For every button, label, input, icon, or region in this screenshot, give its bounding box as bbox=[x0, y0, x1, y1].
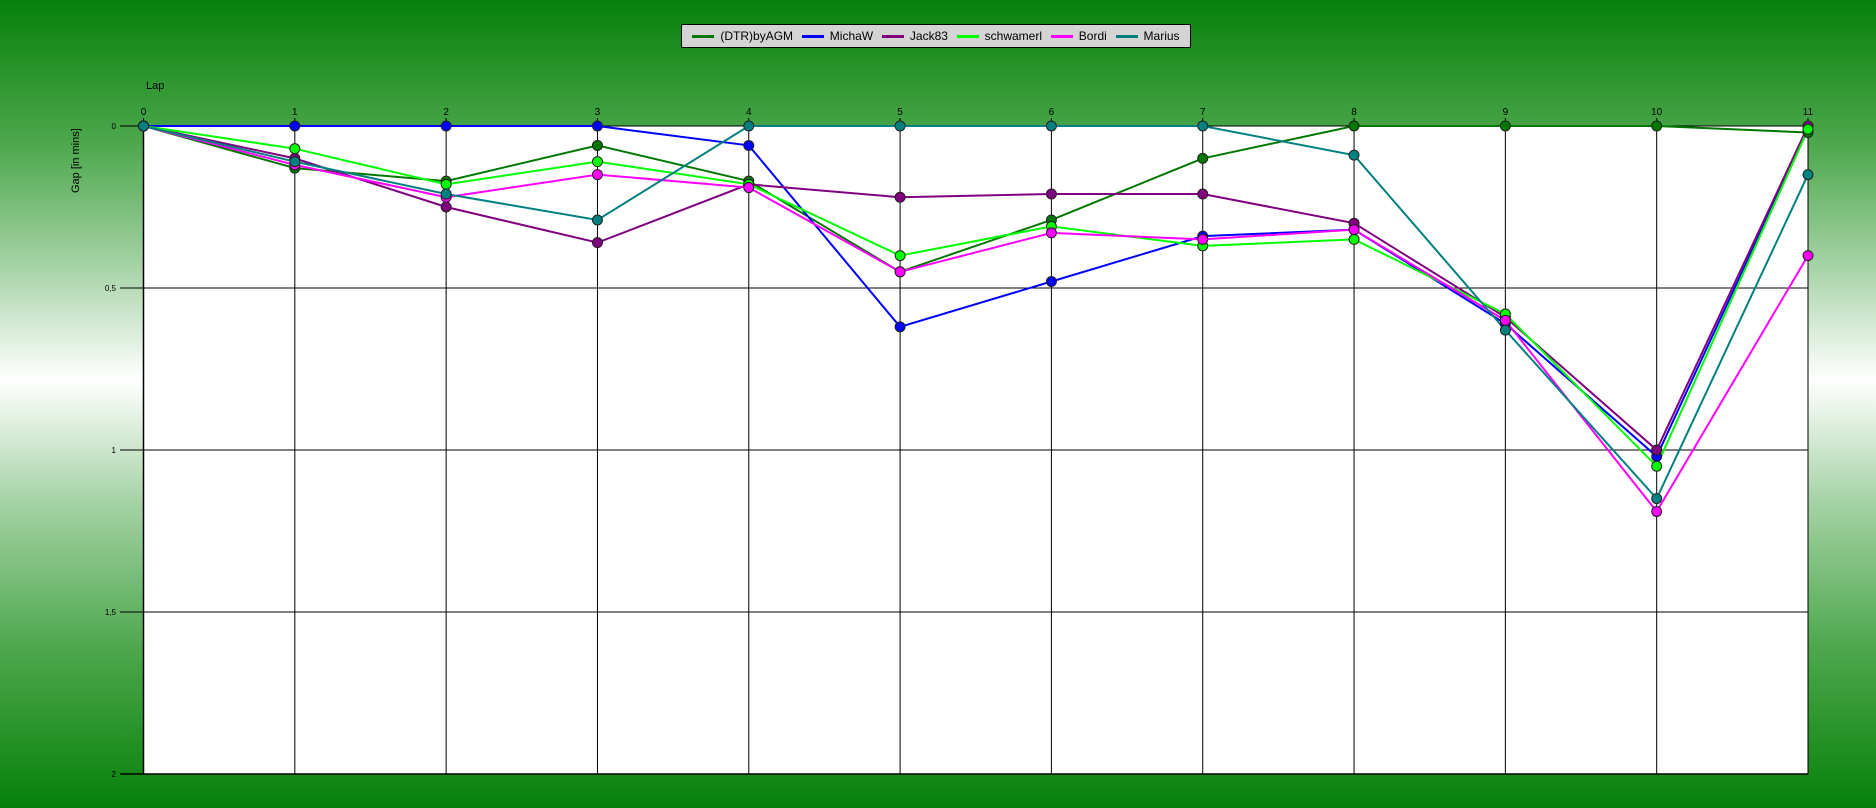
data-point bbox=[591, 156, 603, 168]
legend-label: Marius bbox=[1143, 29, 1180, 43]
data-point bbox=[1348, 233, 1360, 245]
legend: (DTR)byAGM MichaW Jack83 schwamerl Bordi Mari… bbox=[681, 24, 1191, 48]
data-point bbox=[1348, 149, 1360, 161]
x-tick-label: 5 bbox=[897, 107, 903, 118]
legend-label: Bordi bbox=[1078, 29, 1107, 43]
data-point bbox=[591, 169, 603, 181]
series-marius bbox=[143, 125, 1809, 501]
data-point bbox=[440, 188, 452, 200]
data-point bbox=[743, 120, 755, 132]
y-axis-label: Gap [in mins] bbox=[70, 128, 82, 193]
series-line bbox=[143, 125, 1809, 468]
data-point bbox=[1651, 444, 1663, 456]
series-bordi bbox=[143, 125, 1809, 514]
x-tick-label: 8 bbox=[1351, 107, 1357, 118]
data-point bbox=[1045, 188, 1057, 200]
data-point bbox=[1045, 120, 1057, 132]
data-point bbox=[894, 321, 906, 333]
legend-label: (DTR)byAGM bbox=[720, 29, 794, 43]
x-tick-label: 3 bbox=[595, 107, 601, 118]
data-point bbox=[894, 266, 906, 278]
data-point bbox=[894, 120, 906, 132]
x-tick-label: 7 bbox=[1200, 107, 1206, 118]
data-point bbox=[743, 139, 755, 151]
legend-item: schwamerl bbox=[956, 29, 1043, 43]
data-point bbox=[1651, 460, 1663, 472]
data-point bbox=[289, 156, 301, 168]
legend-label: Jack83 bbox=[909, 29, 948, 43]
series-michaw bbox=[143, 125, 1809, 459]
y-tick-label: 2 bbox=[112, 770, 117, 779]
legend-swatch bbox=[692, 34, 715, 38]
data-point bbox=[1499, 314, 1511, 326]
data-point bbox=[1045, 227, 1057, 239]
data-point bbox=[591, 214, 603, 226]
data-point bbox=[440, 178, 452, 190]
data-point bbox=[1499, 324, 1511, 336]
x-axis-label: Lap bbox=[146, 80, 165, 92]
data-point bbox=[1802, 123, 1814, 135]
legend-item: Marius bbox=[1115, 29, 1180, 43]
data-point bbox=[1651, 506, 1663, 518]
data-point bbox=[1802, 250, 1814, 262]
y-tick-label: 1 bbox=[112, 446, 117, 455]
x-tick-label: 11 bbox=[1803, 107, 1814, 118]
series-schwamerl bbox=[143, 125, 1809, 468]
legend-swatch bbox=[1050, 34, 1073, 38]
legend-swatch bbox=[801, 34, 824, 38]
data-point bbox=[1348, 120, 1360, 132]
legend-item: Jack83 bbox=[881, 29, 948, 43]
data-point bbox=[289, 143, 301, 155]
legend-label: MichaW bbox=[829, 29, 874, 43]
legend-swatch bbox=[881, 34, 904, 38]
legend-swatch bbox=[1115, 34, 1138, 38]
data-point bbox=[1197, 152, 1209, 164]
y-tick-label: 1,5 bbox=[105, 608, 117, 617]
data-point bbox=[1197, 233, 1209, 245]
series-line bbox=[143, 125, 1809, 459]
y-tick-label: 0,5 bbox=[105, 284, 117, 293]
data-point bbox=[138, 120, 149, 132]
data-point bbox=[894, 191, 906, 203]
x-tick-label: 10 bbox=[1651, 107, 1663, 118]
data-point bbox=[743, 182, 755, 194]
legend-swatch bbox=[956, 34, 979, 38]
series-line bbox=[143, 125, 1809, 514]
data-point bbox=[289, 120, 301, 132]
legend-item: (DTR)byAGM bbox=[692, 29, 793, 43]
data-point bbox=[1197, 188, 1209, 200]
x-tick-label: 9 bbox=[1503, 107, 1509, 118]
x-tick-label: 1 bbox=[292, 107, 298, 118]
data-point bbox=[440, 120, 452, 132]
legend-item: Bordi bbox=[1050, 29, 1107, 43]
y-tick-label: 0 bbox=[112, 122, 117, 131]
legend-item: MichaW bbox=[801, 29, 874, 43]
legend-label: schwamerl bbox=[984, 29, 1043, 43]
data-point bbox=[591, 237, 603, 249]
data-point bbox=[894, 250, 906, 262]
x-tick-label: 6 bbox=[1049, 107, 1055, 118]
data-point bbox=[1197, 120, 1209, 132]
data-point bbox=[440, 201, 452, 213]
x-tick-label: 0 bbox=[141, 107, 147, 118]
data-point bbox=[1348, 224, 1360, 236]
data-point bbox=[591, 139, 603, 151]
data-point bbox=[1802, 169, 1814, 181]
data-point bbox=[1045, 276, 1057, 288]
data-point bbox=[1651, 120, 1663, 132]
x-tick-label: 4 bbox=[746, 107, 752, 118]
data-point bbox=[1499, 120, 1511, 132]
data-point bbox=[1651, 493, 1663, 505]
series-line bbox=[143, 125, 1809, 501]
data-point bbox=[591, 120, 603, 132]
x-tick-label: 2 bbox=[443, 107, 449, 118]
